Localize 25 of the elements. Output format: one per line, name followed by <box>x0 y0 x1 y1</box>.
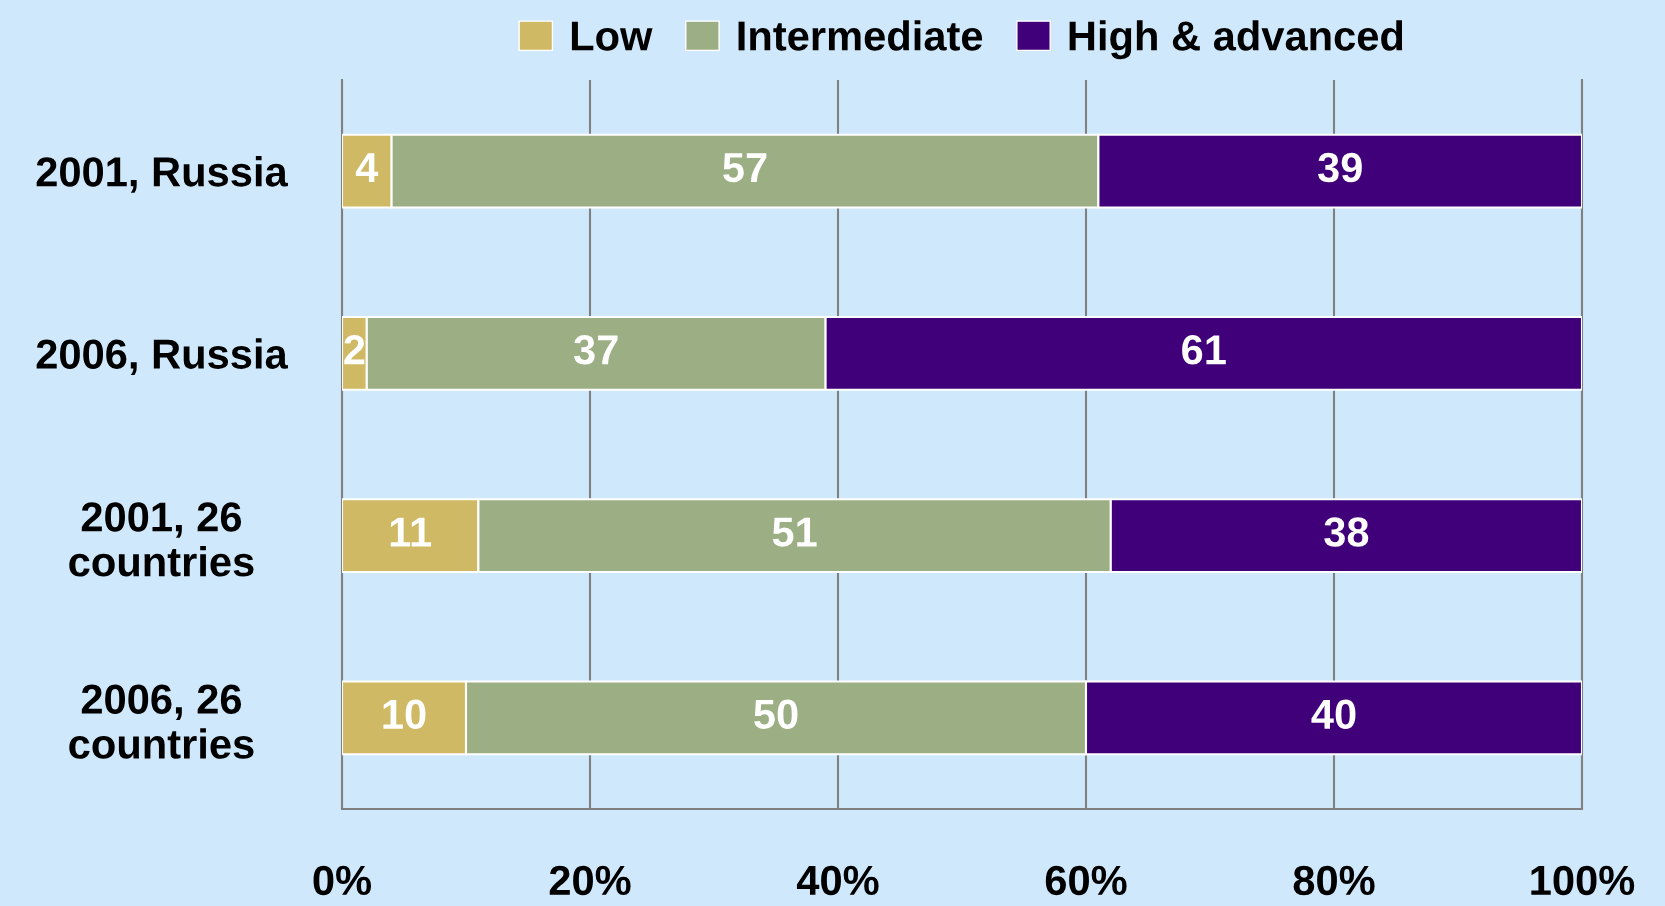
legend-label: Low <box>571 21 653 51</box>
data-label: 50 <box>754 699 798 730</box>
data-label: 2 <box>344 335 365 365</box>
x-tick-label: 0% <box>313 865 372 896</box>
data-label: 11 <box>390 517 432 547</box>
x-tick-label: 80% <box>1293 865 1375 896</box>
data-label: 39 <box>1317 152 1362 183</box>
data-label: 37 <box>573 335 618 365</box>
y-tick-label: 2006, Russia <box>36 338 288 375</box>
data-label: 10 <box>383 699 426 730</box>
y-tick-label: 2001, Russia <box>36 156 288 193</box>
data-label: 57 <box>723 153 767 183</box>
data-label: 38 <box>1324 517 1369 547</box>
y-tick-label: 2001, 26 countries <box>69 502 254 577</box>
data-label: 51 <box>772 517 817 547</box>
legend-label: Intermediate <box>738 20 983 51</box>
y-tick-label: 2006, 26 countries <box>69 684 254 759</box>
x-tick-label: 20% <box>549 865 631 896</box>
x-tick-label: 60% <box>1045 865 1127 896</box>
x-tick-label: 100% <box>1531 865 1635 896</box>
data-label: 4 <box>355 153 379 182</box>
x-tick-label: 40% <box>796 865 879 896</box>
data-label: 61 <box>1182 335 1226 365</box>
data-label: 40 <box>1311 699 1356 730</box>
legend-label: High & advanced <box>1069 20 1403 60</box>
